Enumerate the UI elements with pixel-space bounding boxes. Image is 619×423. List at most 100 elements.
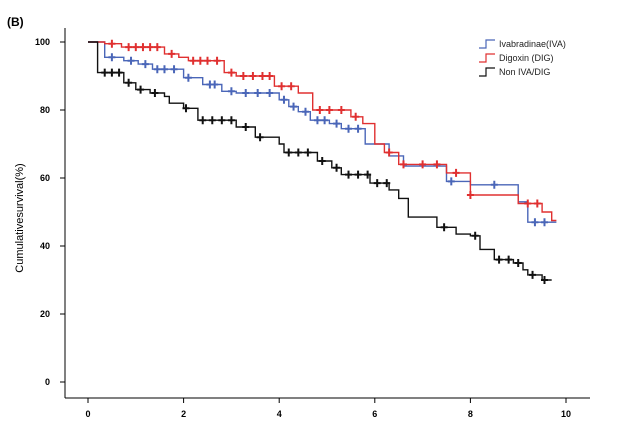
censor-mark [101, 68, 109, 77]
x-tick-label: 2 [181, 409, 186, 419]
censor-mark [514, 259, 522, 267]
censor-mark [204, 56, 211, 65]
legend-label: Ivabradinae(IVA) [499, 39, 566, 49]
censor-mark [529, 270, 537, 279]
censor-mark [249, 72, 257, 80]
panel-label: (B) [7, 15, 24, 29]
censor-mark [287, 82, 295, 91]
censor-mark [318, 157, 326, 165]
censor-mark [258, 72, 266, 80]
censor-mark [452, 168, 460, 177]
censor-mark [125, 43, 133, 52]
censor-mark [345, 170, 353, 179]
censor-mark [242, 123, 250, 131]
series-line [88, 41, 557, 223]
censor-mark [182, 104, 190, 113]
censor-mark [168, 49, 176, 58]
censor-mark [132, 43, 140, 52]
censor-mark [440, 223, 448, 232]
legend-item: Digoxin (DIG) [479, 53, 554, 63]
censor-mark [196, 56, 204, 65]
censor-mark [466, 191, 474, 199]
y-tick-label: 40 [40, 241, 50, 251]
censor-mark [373, 179, 381, 188]
censor-mark [115, 68, 123, 77]
censor-mark [524, 199, 532, 208]
censor-mark [304, 148, 312, 157]
y-axis-title: Cumulativesurvival(%) [14, 163, 26, 272]
legend-item: Ivabradinae(IVA) [479, 39, 566, 49]
x-tick-label: 10 [561, 409, 571, 419]
censor-mark [364, 170, 372, 179]
censor-mark [433, 160, 441, 169]
censor-mark [294, 148, 302, 157]
censor-mark [383, 179, 391, 188]
censor-mark [352, 112, 360, 121]
censor-mark [316, 106, 324, 114]
censor-mark [170, 65, 178, 74]
censor-mark [313, 116, 321, 125]
x-tick-label: 4 [277, 409, 282, 419]
censor-mark [419, 160, 427, 169]
censor-mark [139, 43, 147, 52]
censor-mark [495, 255, 503, 264]
censor-mark [337, 106, 345, 114]
censor-mark [354, 170, 362, 179]
censor-mark [151, 89, 159, 97]
legend: Ivabradinae(IVA) Digoxin (DIG) Non IVA/DIG [479, 39, 566, 77]
y-tick-label: 20 [40, 309, 50, 319]
censor-mark [301, 107, 309, 116]
censor-mark [345, 124, 353, 133]
censor-mark [285, 148, 293, 157]
censor-mark [325, 106, 333, 114]
legend-swatch [479, 39, 495, 49]
y-tick-label: 60 [40, 173, 50, 183]
x-tick-label: 0 [85, 409, 90, 419]
censor-mark [227, 68, 235, 77]
censor-mark [278, 82, 286, 91]
censor-mark [189, 56, 197, 65]
y-tick-label: 100 [35, 37, 50, 47]
censor-mark [531, 218, 539, 227]
censor-mark [533, 199, 541, 208]
y-tick-label: 0 [45, 377, 50, 387]
legend-label: Digoxin (DIG) [499, 53, 554, 63]
censor-mark [354, 124, 362, 133]
censor-mark [242, 89, 250, 97]
censor-mark [208, 116, 216, 125]
censor-mark [218, 116, 226, 125]
censor-mark [227, 116, 235, 125]
censor-mark [108, 53, 116, 62]
plot-area: 0 20 40 60 80 100 0 2 4 6 8 10 [35, 28, 590, 419]
legend-swatch [479, 67, 495, 77]
censor-mark [254, 89, 262, 97]
censor-mark [280, 95, 288, 104]
series-2 [88, 39, 557, 222]
censor-mark [146, 43, 154, 52]
censor-mark [540, 218, 548, 227]
censor-mark [213, 56, 221, 65]
y-ticks: 0 20 40 60 80 100 [35, 37, 65, 387]
y-tick-label: 80 [40, 105, 50, 115]
legend-label: Non IVA/DIG [499, 67, 550, 77]
x-ticks: 0 2 4 6 8 10 [85, 398, 571, 419]
censor-mark [160, 65, 168, 74]
censor-mark [290, 102, 298, 111]
censor-mark [108, 39, 116, 48]
censor-mark [266, 89, 274, 97]
censor-mark [108, 68, 116, 77]
censor-mark [256, 133, 264, 142]
censor-mark [505, 255, 513, 264]
censor-mark [333, 119, 341, 128]
censor-mark [333, 163, 341, 172]
censor-mark [399, 160, 407, 169]
censor-mark [266, 72, 274, 80]
censor-mark [227, 87, 235, 96]
censor-mark [471, 231, 479, 240]
legend-swatch [479, 53, 495, 63]
series-group [88, 39, 557, 284]
censor-mark [321, 116, 329, 125]
censor-mark [184, 73, 192, 82]
censor-mark [490, 180, 498, 189]
